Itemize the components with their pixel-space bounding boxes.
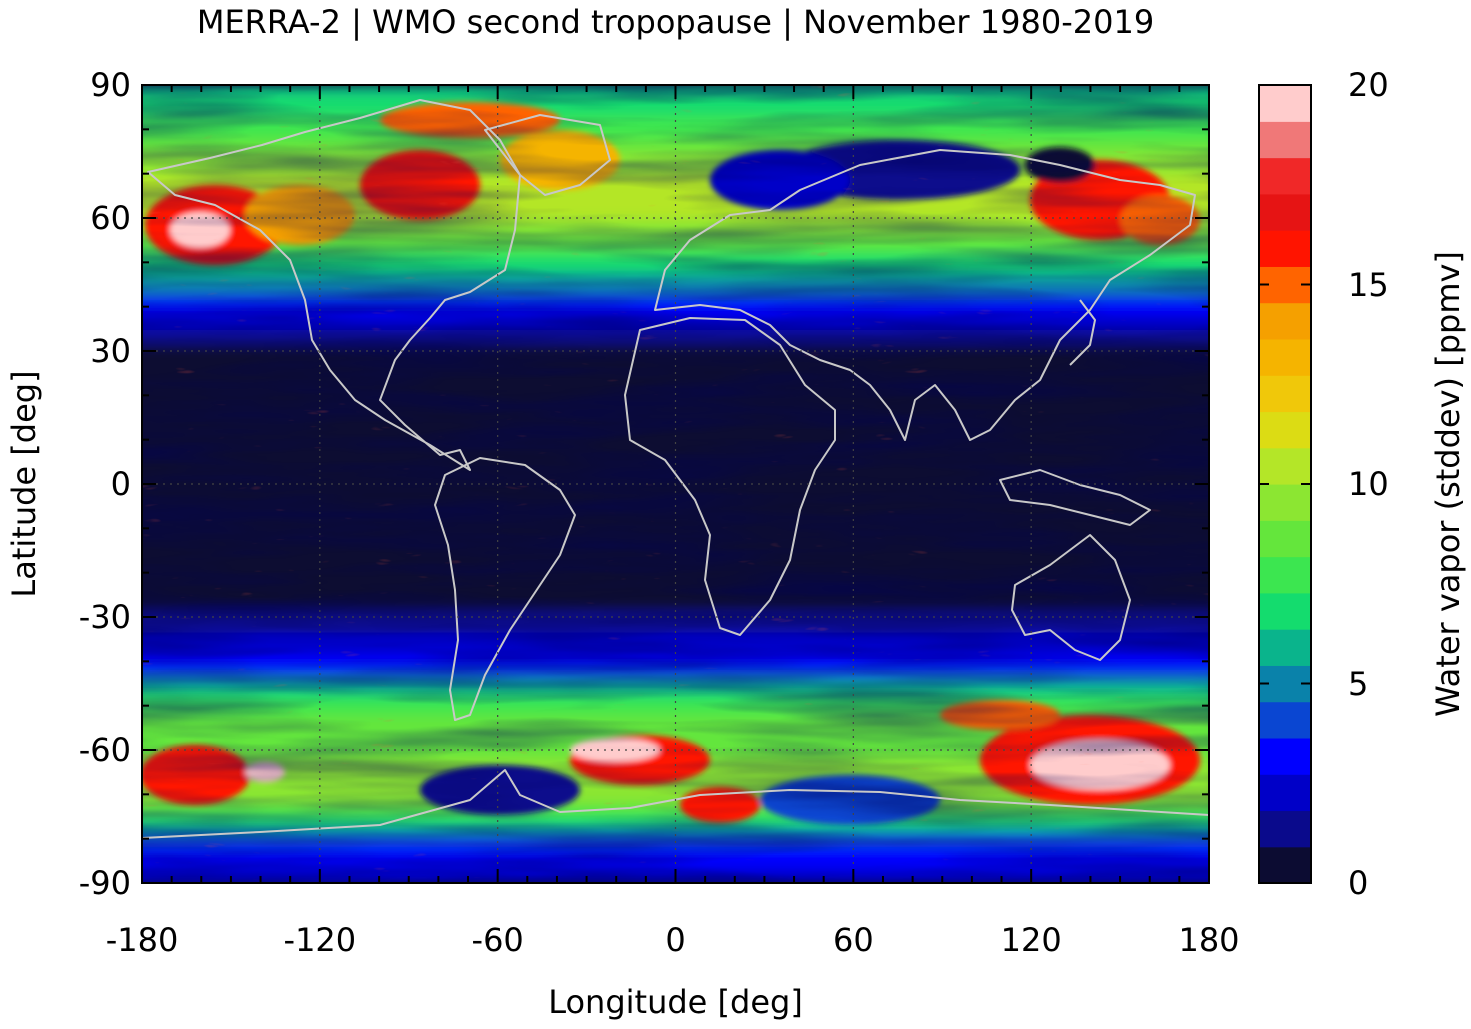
- coastline-australia: [1011, 534, 1131, 661]
- coastline-maritime-continent: [999, 469, 1151, 526]
- x-tick-label: 60: [832, 921, 874, 959]
- grid-lines: [142, 85, 1209, 883]
- colorbar-segment: [1259, 484, 1311, 521]
- colorbar-label: Water vapor (stddev) [ppmv]: [1429, 251, 1467, 717]
- x-tick-label: 180: [1178, 921, 1240, 959]
- colorbar-segment: [1259, 411, 1311, 449]
- axis-ticks: [141, 84, 1210, 884]
- colorbar-tick-label: 0: [1348, 864, 1369, 902]
- x-tick-label: -60: [471, 921, 524, 959]
- x-tick-label: -120: [283, 921, 357, 959]
- colorbar-segment: [1259, 629, 1311, 666]
- y-tick-label: 30: [90, 332, 131, 370]
- colorbar-segment: [1259, 592, 1311, 630]
- colorbar-segment: [1259, 338, 1311, 376]
- y-tick-label: -90: [78, 864, 131, 902]
- x-tick-label: 0: [665, 921, 686, 959]
- colorbar-segment: [1259, 375, 1311, 413]
- colorbar-segment: [1259, 810, 1311, 848]
- coastline-europe-asia: [654, 149, 1196, 441]
- colorbar-segment: [1259, 230, 1311, 267]
- colorbar-tick-label: 20: [1348, 66, 1389, 104]
- y-tick-label: 90: [90, 66, 131, 104]
- colorbar-segment: [1259, 774, 1311, 812]
- colorbar-segment: [1259, 520, 1311, 558]
- colorbar-segment: [1259, 447, 1311, 485]
- x-tick-label: -180: [105, 921, 179, 959]
- colorbar-segment: [1259, 302, 1311, 340]
- x-tick-label: 120: [1000, 921, 1062, 959]
- colorbar-segment: [1259, 701, 1311, 739]
- colorbar: [1259, 85, 1311, 884]
- coastline-antarctica: [142, 769, 1209, 839]
- coastlines: [142, 99, 1209, 839]
- colorbar-tick-label: 10: [1348, 465, 1389, 503]
- coastline-africa: [624, 317, 836, 636]
- colorbar-segment: [1259, 121, 1311, 159]
- colorbar-tick-label: 5: [1348, 664, 1369, 703]
- y-tick-label: 0: [110, 465, 131, 503]
- colorbar-segment: [1259, 157, 1311, 195]
- colorbar-segment: [1259, 846, 1311, 884]
- colorbar-segment: [1259, 85, 1311, 122]
- colorbar-segment: [1259, 556, 1311, 594]
- colorbar-tick-label: 15: [1348, 265, 1389, 304]
- y-axis-label: Latitude [deg]: [5, 370, 43, 598]
- coastline-japan: [1069, 299, 1096, 366]
- colorbar-ticks: [1259, 84, 1311, 884]
- coastline-north-america: [147, 99, 521, 471]
- x-axis-label: Longitude [deg]: [548, 983, 803, 1021]
- y-tick-label: 60: [90, 199, 131, 237]
- y-tick-label: -30: [78, 598, 131, 636]
- chart-title: MERRA-2 | WMO second tropopause | Novemb…: [196, 3, 1155, 41]
- coastline-greenland: [484, 114, 611, 196]
- colorbar-segment: [1259, 193, 1311, 231]
- y-tick-label: -60: [78, 731, 131, 769]
- colorbar-segment: [1259, 737, 1311, 775]
- coastline-south-america: [434, 457, 576, 721]
